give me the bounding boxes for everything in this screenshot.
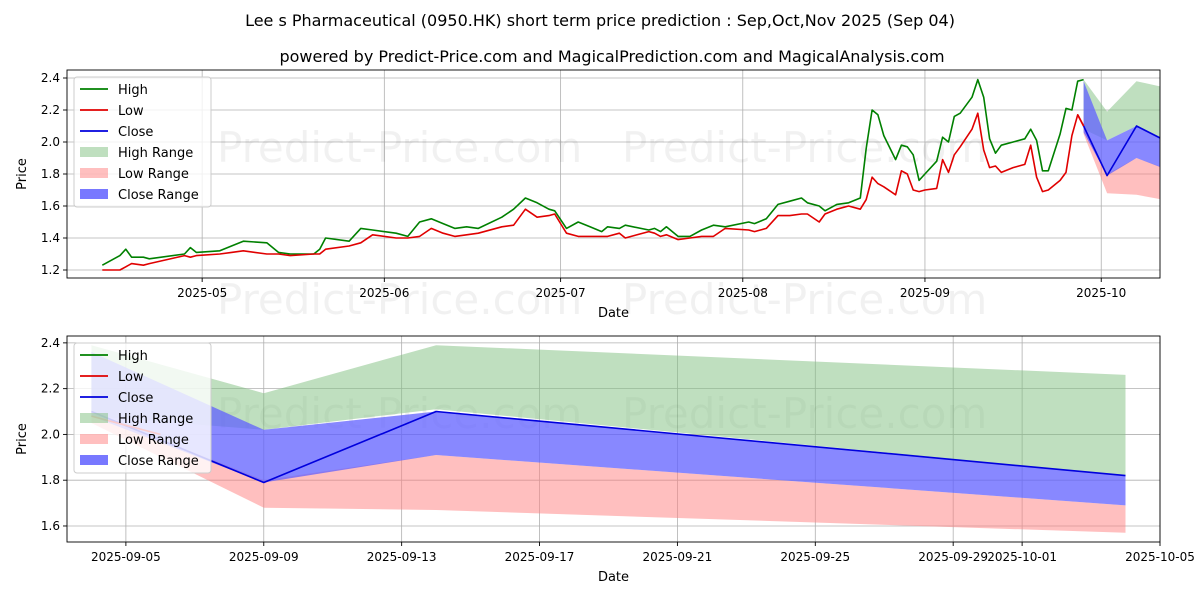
low-prediction-line bbox=[1076, 114, 1085, 127]
y-tick-label: 1.6 bbox=[41, 519, 60, 533]
legend-low-range-swatch bbox=[80, 434, 108, 444]
y-tick-label: 2.4 bbox=[41, 71, 60, 85]
x-tick-label: 2025-09-21 bbox=[643, 550, 713, 564]
low-range-band bbox=[1083, 122, 1160, 200]
legend-low-label: Low bbox=[118, 104, 144, 119]
legend-low-range-swatch bbox=[80, 168, 108, 178]
x-tick-label: 2025-09 bbox=[900, 286, 950, 300]
legend-close-range-label: Close Range bbox=[118, 188, 199, 203]
y-axis-label: Price bbox=[15, 423, 30, 455]
y-tick-label: 2.2 bbox=[41, 103, 60, 117]
x-tick-label: 2025-08 bbox=[718, 286, 768, 300]
y-tick-label: 2.0 bbox=[41, 135, 60, 149]
close-range-band bbox=[91, 352, 1126, 506]
high-range-band bbox=[1083, 79, 1160, 141]
x-tick-label: 2025-05 bbox=[177, 286, 227, 300]
legend-box bbox=[73, 342, 212, 474]
top-panel: Predict-Price.com Predict-Price.com Predic… bbox=[15, 69, 1161, 324]
watermark-text: Predict-Price.com bbox=[217, 123, 582, 172]
x-tick-label: 2025-06 bbox=[359, 286, 409, 300]
legend-low-range-label: Low Range bbox=[118, 167, 189, 182]
x-axis-label: Date bbox=[598, 570, 629, 585]
watermark-text: Predict-Price.com bbox=[622, 123, 987, 172]
plot-area bbox=[101, 78, 1160, 271]
x-tick-label: 2025-09-09 bbox=[229, 550, 299, 564]
y-axis-label: Price bbox=[15, 158, 30, 190]
legend-close-range-label: Close Range bbox=[118, 454, 199, 469]
x-tick-label: 2025-09-17 bbox=[505, 550, 575, 564]
legend-close-range-swatch bbox=[80, 455, 108, 465]
chart-subtitle: powered by Predict-Price.com and Magical… bbox=[279, 47, 944, 66]
close-prediction-line bbox=[1082, 125, 1160, 177]
x-tick-label: 2025-07 bbox=[536, 286, 586, 300]
x-axis-label: Date bbox=[598, 306, 629, 321]
x-tick-label: 2025-10 bbox=[1076, 286, 1126, 300]
legend-box bbox=[73, 76, 212, 208]
legend-low-range-label: Low Range bbox=[118, 433, 189, 448]
legend-high-label: High bbox=[118, 349, 148, 364]
bottom-panel: Predict-Price.comPredict-Price.com1.61.8… bbox=[15, 335, 1195, 585]
high-range-band bbox=[91, 345, 1126, 476]
legend-close-label: Close bbox=[118, 125, 153, 140]
legend-high-range-swatch bbox=[80, 413, 108, 423]
low-range-band bbox=[91, 411, 1126, 533]
legend-high-range-label: High Range bbox=[118, 146, 193, 161]
legend-high-label: High bbox=[118, 83, 148, 98]
y-tick-label: 1.6 bbox=[41, 199, 60, 213]
y-tick-label: 1.2 bbox=[41, 263, 60, 277]
plot-area bbox=[91, 345, 1126, 533]
x-tick-label: 2025-10-05 bbox=[1125, 550, 1195, 564]
x-tick-label: 2025-09-25 bbox=[780, 550, 850, 564]
legend-close-label: Close bbox=[118, 391, 153, 406]
close-range-band bbox=[1083, 81, 1160, 176]
legend-low-label: Low bbox=[118, 370, 144, 385]
chart-title: Lee s Pharmaceutical (0950.HK) short ter… bbox=[245, 11, 955, 30]
x-tick-label: 2025-09-29 bbox=[918, 550, 988, 564]
y-tick-label: 2.2 bbox=[41, 382, 60, 396]
x-tick-label: 2025-09-13 bbox=[367, 550, 437, 564]
watermark-text: Predict-Price.com bbox=[622, 275, 987, 324]
y-tick-label: 2.4 bbox=[41, 336, 60, 350]
high-line bbox=[101, 78, 1084, 266]
legend-high-range-label: High Range bbox=[118, 412, 193, 427]
y-tick-label: 2.0 bbox=[41, 427, 60, 441]
y-tick-label: 1.8 bbox=[41, 167, 60, 181]
low-line bbox=[102, 112, 1085, 271]
plot-frame bbox=[66, 335, 1161, 543]
y-tick-label: 1.8 bbox=[41, 473, 60, 487]
x-tick-label: 2025-10-01 bbox=[987, 550, 1057, 564]
y-tick-label: 1.4 bbox=[41, 231, 60, 245]
watermark-text: Predict-Price.com bbox=[217, 275, 582, 324]
x-tick-label: 2025-09-05 bbox=[91, 550, 161, 564]
legend-close-range-swatch bbox=[80, 189, 108, 199]
legend-high-range-swatch bbox=[80, 147, 108, 157]
